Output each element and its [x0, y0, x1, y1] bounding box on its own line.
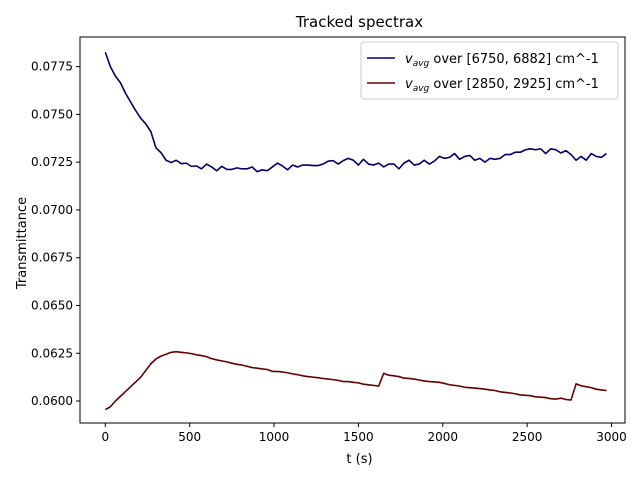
x-tick-label: 500 — [178, 430, 201, 444]
series-line-1 — [104, 52, 607, 173]
x-tick-label: 3000 — [596, 430, 627, 444]
y-tick-label: 0.0750 — [31, 107, 73, 121]
legend-label-2: vavg over [2850, 2925] cm^-1 — [405, 77, 599, 94]
plot-area — [104, 52, 607, 411]
legend: vavg over [6750, 6882] cm^-1 vavg over [2… — [360, 41, 619, 100]
y-axis-label: Transmittance — [15, 197, 30, 290]
x-tick-label: 2000 — [427, 430, 458, 444]
plot-frame — [79, 36, 626, 424]
y-tick-label: 0.0625 — [31, 346, 73, 360]
y-tick-label: 0.0650 — [31, 298, 73, 312]
y-tick-label: 0.0675 — [31, 251, 73, 265]
axes: 0 500 1000 1500 2000 2500 3000 0.0600 0.0625 0.06… — [31, 36, 627, 444]
legend-box — [360, 41, 619, 100]
x-tick-label: 0 — [101, 430, 109, 444]
chart-title: Tracked spectrax — [295, 13, 423, 31]
legend-label-1: vavg over [6750, 6882] cm^-1 — [405, 52, 599, 69]
y-tick-label: 0.0700 — [31, 203, 73, 217]
x-axis-label: t (s) — [346, 452, 372, 467]
series-line-2 — [104, 350, 607, 411]
x-tick-label: 2500 — [512, 430, 543, 444]
y-tick-label: 0.0600 — [31, 394, 73, 408]
x-tick-label: 1500 — [343, 430, 374, 444]
y-tick-label: 0.0725 — [31, 155, 73, 169]
x-tick-label: 1000 — [259, 430, 290, 444]
y-tick-label: 0.0775 — [31, 60, 73, 74]
